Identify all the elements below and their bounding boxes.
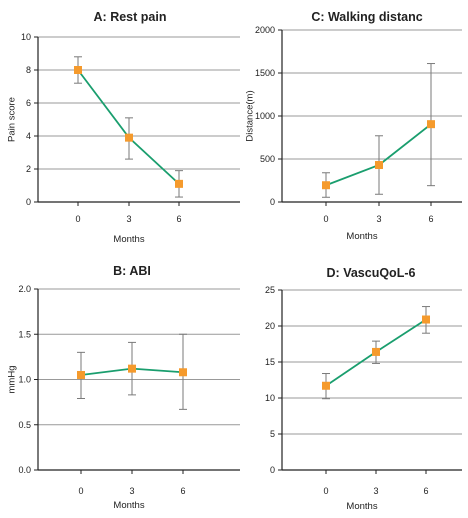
y-tick-label: 0 <box>270 197 275 207</box>
x-tick-label: 0 <box>78 486 83 496</box>
y-tick-label: 2 <box>26 164 31 174</box>
y-tick-label: 1500 <box>255 68 275 78</box>
y-tick-label: 10 <box>21 32 31 42</box>
x-tick-label: 0 <box>323 214 328 224</box>
y-axis-label: mmHg <box>6 366 17 394</box>
panel-title: C: Walking distanc <box>311 10 422 24</box>
data-point <box>322 381 330 390</box>
y-tick-label: 500 <box>260 154 275 164</box>
x-axis-label: Months <box>113 234 144 245</box>
x-tick-label: 3 <box>129 486 134 496</box>
y-tick-label: 2.0 <box>18 284 31 294</box>
panel-rest-pain: A: Rest pain 0 2 4 6 8 10 0 3 6 Months Pain score <box>6 10 240 245</box>
x-tick-label: 0 <box>323 486 328 496</box>
panel-title: D: VascuQoL-6 <box>327 266 416 280</box>
panel-title: A: Rest pain <box>94 10 167 24</box>
y-tick-label: 10 <box>265 393 275 403</box>
x-axis-label: Months <box>346 231 377 242</box>
y-axis-label: Pain score <box>6 97 17 142</box>
y-tick-label: 15 <box>265 357 275 367</box>
y-tick-label: 6 <box>26 98 31 108</box>
panel-vascuqol: D: VascuQoL-6 0 5 10 15 20 25 0 3 6 Months <box>265 266 462 512</box>
data-point <box>125 133 133 142</box>
y-tick-label: 1.5 <box>18 329 31 339</box>
data-point <box>175 179 183 188</box>
x-tick-label: 3 <box>373 486 378 496</box>
x-axis-label: Months <box>346 501 377 512</box>
y-tick-label: 25 <box>265 285 275 295</box>
data-point <box>375 161 383 170</box>
y-tick-label: 1.0 <box>18 375 31 385</box>
x-axis-label: Months <box>113 500 144 511</box>
y-tick-label: 0 <box>26 197 31 207</box>
x-tick-label: 6 <box>423 486 428 496</box>
x-tick-label: 0 <box>75 214 80 224</box>
y-axis-label: Distance(m) <box>244 90 255 141</box>
y-tick-label: 4 <box>26 131 31 141</box>
data-point <box>422 315 430 324</box>
data-point <box>77 370 85 379</box>
x-tick-label: 3 <box>376 214 381 224</box>
y-tick-label: 0 <box>270 465 275 475</box>
y-tick-label: 1000 <box>255 111 275 121</box>
x-tick-label: 6 <box>180 486 185 496</box>
data-point <box>128 364 136 373</box>
y-tick-label: 5 <box>270 429 275 439</box>
data-point <box>372 347 380 356</box>
data-point <box>74 66 82 74</box>
y-tick-label: 0.0 <box>18 465 31 475</box>
panel-title: B: ABI <box>113 264 151 278</box>
y-tick-label: 2000 <box>255 25 275 35</box>
x-tick-label: 6 <box>428 214 433 224</box>
panel-walking-distance: C: Walking distanc 0 500 1000 1500 2000 0 3 6 Mon… <box>244 10 462 242</box>
y-tick-label: 8 <box>26 65 31 75</box>
x-tick-label: 6 <box>176 214 181 224</box>
y-tick-label: 20 <box>265 321 275 331</box>
data-point <box>322 181 330 190</box>
x-tick-label: 3 <box>126 214 131 224</box>
data-point <box>179 368 187 377</box>
data-point <box>427 120 435 129</box>
panel-abi: B: ABI 0.0 0.5 1.0 1.5 2.0 0 3 6 Months mmHg <box>6 264 240 511</box>
y-tick-label: 0.5 <box>18 420 31 430</box>
